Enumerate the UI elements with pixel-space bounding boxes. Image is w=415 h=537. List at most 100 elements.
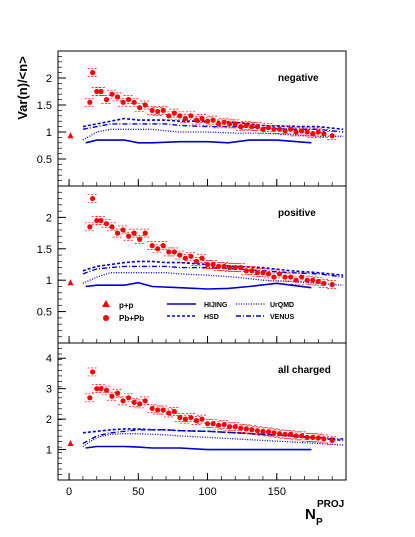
pbpb-point xyxy=(199,255,205,261)
pbpb-point xyxy=(120,398,126,404)
pbpb-point xyxy=(276,271,283,277)
pbpb-point xyxy=(103,97,110,103)
legend-venus-label: VENUS xyxy=(270,314,294,321)
pbpb-point xyxy=(260,270,266,276)
series-line-venus xyxy=(82,429,344,445)
y-tick-label: 2 xyxy=(46,414,52,426)
pbpb-point xyxy=(221,263,227,269)
x-tick-label: 50 xyxy=(132,486,144,498)
pbpb-point xyxy=(315,278,321,285)
pbpb-point xyxy=(166,249,172,255)
pbpb-point xyxy=(103,387,110,393)
pbpb-point xyxy=(98,386,104,392)
pbpb-point xyxy=(160,243,166,249)
pbpb-point xyxy=(155,246,161,252)
pbpb-point xyxy=(260,126,266,132)
pbpb-point xyxy=(254,124,260,130)
pbpb-point xyxy=(193,117,200,123)
pbpb-point xyxy=(243,426,249,432)
pbpb-point xyxy=(249,124,255,130)
pbpb-point xyxy=(315,129,321,135)
pbpb-point xyxy=(177,414,183,421)
y-tick-label: 0.5 xyxy=(37,154,52,166)
pbpb-point xyxy=(243,122,249,129)
y-tick-label: 1 xyxy=(46,445,52,457)
pbpb-point xyxy=(137,236,143,242)
pbpb-point xyxy=(276,431,283,437)
pbpb-point xyxy=(171,249,177,255)
pbpb-point xyxy=(315,435,321,441)
pbpb-point xyxy=(329,437,335,444)
pbpb-point xyxy=(299,433,305,439)
pbpb-point xyxy=(232,121,238,127)
legend-pbpb-marker xyxy=(103,315,109,321)
legend-pp-marker xyxy=(102,300,110,307)
pbpb-point xyxy=(310,434,316,440)
pbpb-point xyxy=(90,195,96,202)
pbpb-point xyxy=(109,393,115,399)
panel-frame xyxy=(57,342,347,481)
pbpb-point xyxy=(126,395,132,401)
pbpb-point xyxy=(210,261,216,268)
pbpb-point xyxy=(210,421,216,427)
pbpb-point xyxy=(131,399,137,405)
pbpb-point xyxy=(142,230,148,236)
pbpb-point xyxy=(131,99,137,105)
panel-1: 0.5 1 1.5 2 negative xyxy=(37,50,347,187)
legend-pp-label: p+p xyxy=(119,301,134,310)
legend-pbpb-label: Pb+Pb xyxy=(119,314,144,323)
y-tick-label: 1 xyxy=(46,275,52,287)
pbpb-point xyxy=(94,217,100,224)
pbpb-point xyxy=(109,91,115,97)
pbpb-point xyxy=(182,255,188,261)
pbpb-point xyxy=(87,99,93,105)
pbpb-point xyxy=(137,105,143,111)
pbpb-point xyxy=(288,274,294,280)
pbpb-point xyxy=(131,230,137,236)
pbpb-point xyxy=(216,422,222,428)
pbpb-point xyxy=(282,274,288,280)
pbpb-point xyxy=(238,265,244,271)
series-line-urqmd xyxy=(82,433,344,448)
pbpb-point xyxy=(310,131,316,137)
pbpb-point xyxy=(193,258,200,264)
pbpb-point xyxy=(94,88,100,95)
series-line-hijing xyxy=(85,445,312,451)
pbpb-point xyxy=(114,230,121,236)
pbpb-point xyxy=(126,233,132,239)
pbpb-point xyxy=(182,115,188,122)
pbpb-point xyxy=(98,88,104,95)
pbpb-point xyxy=(199,416,205,422)
x-axis-label-sub: P xyxy=(316,517,323,528)
pbpb-point xyxy=(293,433,299,439)
legend-hijing-label: HIJING xyxy=(204,302,228,309)
pbpb-point xyxy=(103,221,110,227)
pbpb-point xyxy=(232,265,238,271)
pbpb-point xyxy=(166,410,172,416)
legend-hsd-label: HSD xyxy=(204,314,219,321)
panel-title: all charged xyxy=(278,365,331,376)
pbpb-point xyxy=(137,401,143,407)
pbpb-point xyxy=(98,217,104,224)
pbpb-point xyxy=(120,99,126,105)
pbpb-point xyxy=(142,102,148,108)
pbpb-point xyxy=(265,125,272,131)
pp-point xyxy=(67,279,74,286)
pbpb-point xyxy=(188,414,194,421)
pbpb-point xyxy=(282,431,288,437)
pbpb-point xyxy=(293,129,299,135)
pbpb-point xyxy=(243,268,249,274)
series-line-venus xyxy=(82,265,344,278)
pbpb-point xyxy=(238,124,244,130)
pbpb-point xyxy=(254,428,260,434)
pbpb-point xyxy=(188,253,194,259)
pbpb-point xyxy=(149,405,155,412)
pbpb-point xyxy=(260,428,266,434)
x-axis-label-sup: PROJ xyxy=(317,499,344,510)
pbpb-point xyxy=(221,421,227,428)
pbpb-point xyxy=(329,133,335,139)
pbpb-point xyxy=(249,268,255,274)
pbpb-point xyxy=(177,113,183,119)
pbpb-point xyxy=(94,386,100,392)
